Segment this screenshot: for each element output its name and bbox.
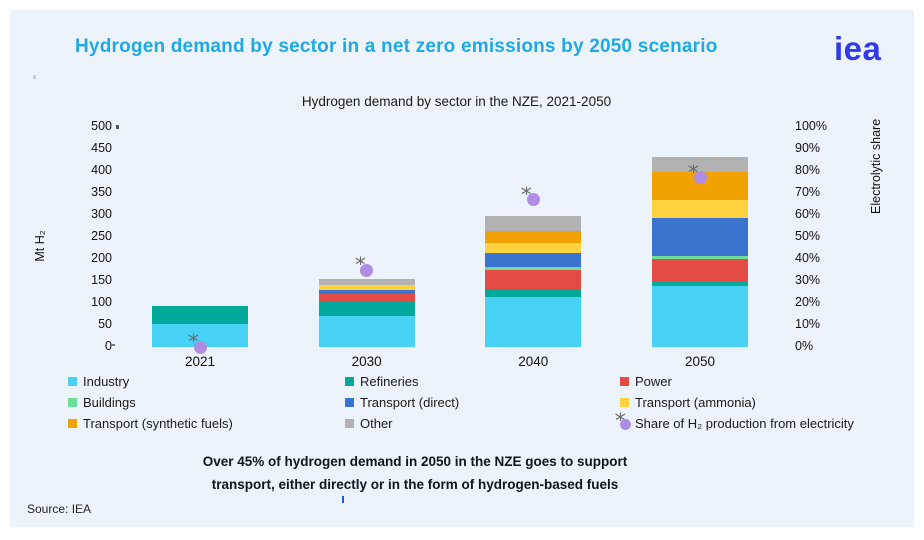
bar-segment-industry[interactable]: [652, 286, 748, 347]
bar-segment-buildings[interactable]: [652, 256, 748, 259]
x-label-2050: 2050: [684, 354, 716, 369]
y-tick-right: 20%: [795, 295, 821, 309]
right-axis-title: Electrolytic share: [869, 118, 883, 214]
legend-label: Refineries: [360, 374, 419, 389]
legend-label: Transport (direct): [360, 395, 460, 410]
legend-label: Transport (synthetic fuels): [83, 416, 233, 431]
y-tick-left: 150: [91, 273, 112, 287]
y-tick-right: 80%: [795, 163, 821, 177]
y-tick-right: 60%: [795, 207, 821, 221]
legend-swatch-icon: [68, 398, 77, 407]
legend-swatch-icon: [345, 398, 354, 407]
source-text: Source: IEA: [27, 502, 92, 516]
y-tick-left: 100: [91, 295, 112, 309]
share-dot-2030[interactable]: [360, 263, 374, 277]
cursor-artifact: [342, 496, 344, 503]
bar-segment-industry[interactable]: [485, 296, 582, 347]
y-tick-right: 30%: [795, 273, 821, 287]
share-dot-2021[interactable]: [193, 340, 207, 354]
iea-logo: iea: [834, 30, 882, 67]
bar-segment-buildings[interactable]: [485, 267, 582, 270]
legend-swatch-icon: [68, 419, 77, 428]
legend-label: Industry: [83, 374, 130, 389]
legend-swatch-icon: [345, 419, 354, 428]
legend-label: Buildings: [83, 395, 136, 410]
footnote: Over 45% of hydrogen demand in 2050 in t…: [70, 450, 760, 496]
legend-swatch-icon: [620, 398, 629, 407]
legend-label: Transport (ammonia): [635, 395, 756, 410]
bar-segment-transport-direct-[interactable]: [652, 218, 748, 257]
y-tick-right: 0%: [795, 339, 814, 353]
bar-segment-refineries[interactable]: [652, 282, 748, 287]
bar-segment-other[interactable]: [485, 215, 582, 232]
chart-card: Hydrogen demand by sector in a net zero …: [10, 10, 914, 527]
x-label-2030: 2030: [351, 354, 382, 369]
bar-segment-industry[interactable]: [318, 315, 415, 347]
left-axis-title: Mt H₂: [33, 230, 47, 262]
y-tick-right: 70%: [795, 185, 821, 199]
y-tick-left: 500: [91, 119, 112, 133]
y-tick-right: 50%: [795, 229, 821, 243]
legend-swatch-icon: [68, 377, 77, 386]
legend-label: Other: [360, 416, 393, 431]
y-tick-right: 10%: [795, 317, 821, 331]
bar-segment-transport-direct-[interactable]: [485, 252, 582, 268]
legend-dot-icon: [620, 419, 631, 430]
bar-segment-transport-ammonia-[interactable]: [485, 242, 582, 253]
share-dot-2040[interactable]: [526, 193, 540, 207]
legend-swatch-icon: [620, 377, 629, 386]
screen-artifact: [116, 125, 119, 129]
bar-segment-industry[interactable]: [152, 323, 248, 347]
bar-segment-transport-direct-[interactable]: [318, 289, 415, 294]
bar-segment-transport-synthetic-fuels-[interactable]: [485, 231, 582, 243]
legend-swatch-icon: [345, 377, 354, 386]
screen-artifact: [33, 75, 36, 79]
bar-segment-transport-ammonia-[interactable]: [318, 284, 415, 290]
y-tick-right: 90%: [795, 141, 821, 155]
bar-segment-refineries[interactable]: [152, 306, 248, 324]
y-tick-left: 0: [105, 339, 112, 353]
bar-segment-other[interactable]: [652, 156, 748, 172]
bar-segment-power[interactable]: [652, 258, 748, 283]
bar-segment-power[interactable]: [485, 269, 582, 289]
y-tick-left: 450: [91, 141, 112, 155]
bar-segment-power[interactable]: [318, 293, 415, 302]
y-tick-right: 100%: [795, 119, 827, 133]
bar-segment-transport-ammonia-[interactable]: [652, 200, 748, 219]
bar-segment-other[interactable]: [318, 279, 415, 285]
footnote-line2: transport, either directly or in the for…: [211, 477, 619, 492]
y-tick-left: 50: [98, 317, 112, 331]
legend-label: Power: [635, 374, 672, 389]
y-tick-left: 300: [91, 207, 112, 221]
legend-label: Share of H₂ production from electricity: [635, 416, 854, 431]
bar-segment-refineries[interactable]: [318, 301, 415, 316]
y-tick-right: 40%: [795, 251, 821, 265]
x-label-2040: 2040: [518, 354, 549, 369]
y-tick-left: 350: [91, 185, 112, 199]
page-title: Hydrogen demand by sector in a net zero …: [75, 36, 718, 57]
bar-segment-refineries[interactable]: [485, 288, 582, 297]
y-tick-left: 250: [91, 229, 112, 243]
screen-artifact: [111, 344, 115, 346]
x-label-2021: 2021: [184, 354, 216, 369]
chart-title: Hydrogen demand by sector in the NZE, 20…: [301, 94, 612, 109]
y-tick-left: 200: [91, 251, 112, 265]
y-tick-left: 400: [91, 163, 112, 177]
footnote-line1: Over 45% of hydrogen demand in 2050 in t…: [202, 454, 628, 469]
share-dot-2050[interactable]: [693, 171, 707, 185]
